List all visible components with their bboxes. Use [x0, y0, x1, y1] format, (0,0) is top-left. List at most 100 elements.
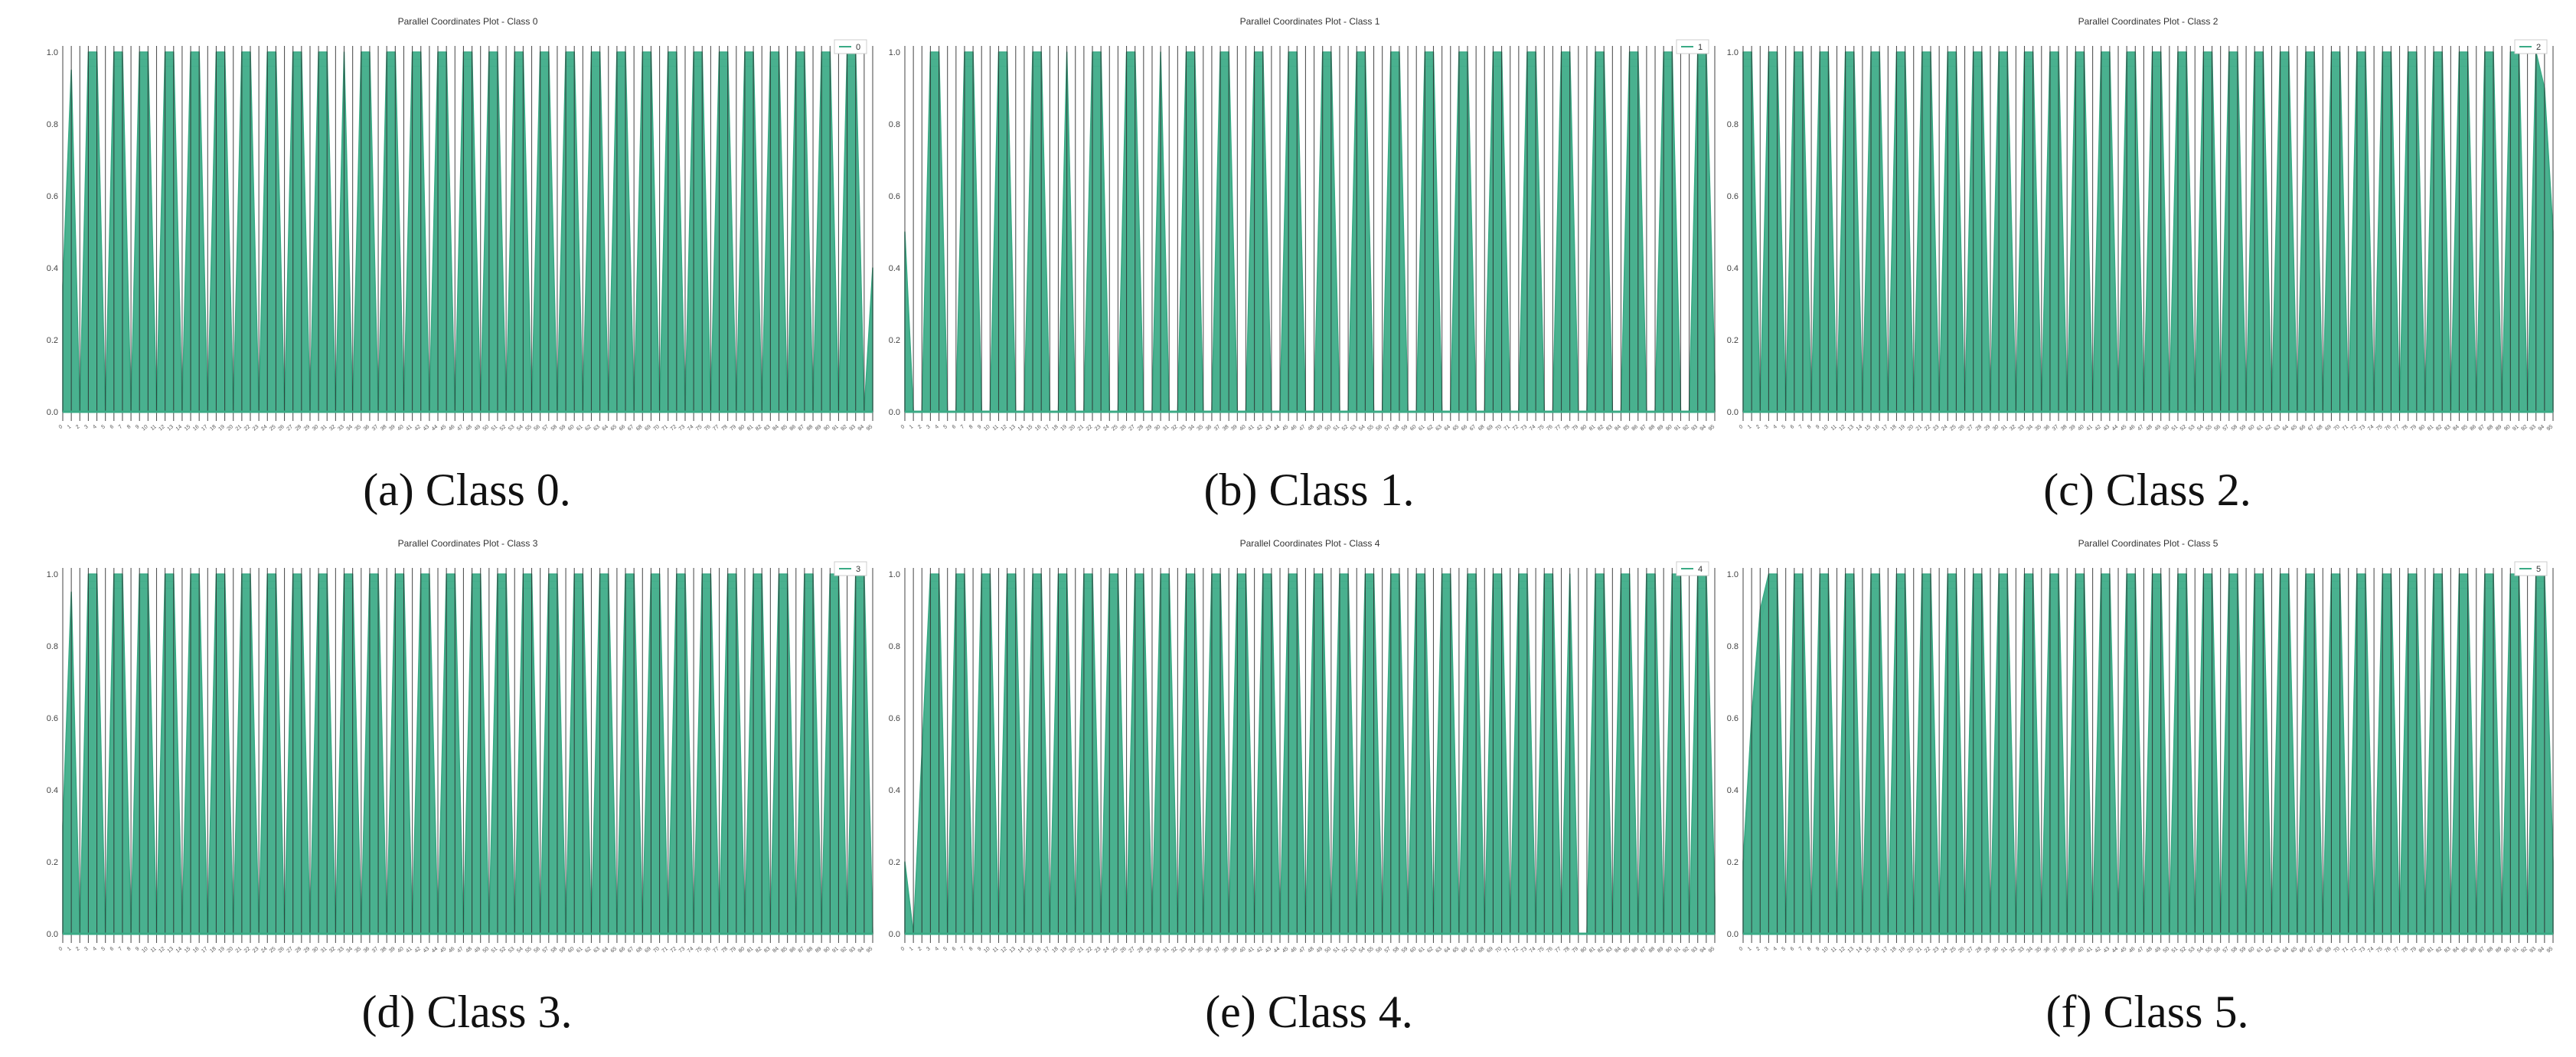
x-tick-label: 61 [1418, 946, 1426, 954]
x-tick-label: 63 [2273, 946, 2281, 954]
x-tick-label: 12 [1838, 946, 1846, 954]
chart-panel-class-0: Parallel Coordinates Plot - Class 0 0.0 0.… [46, 6, 888, 513]
x-tick-label: 7 [1798, 946, 1804, 952]
x-tick-label: 20 [227, 946, 235, 954]
x-tick-label: 43 [1265, 946, 1273, 954]
x-tick-label: 23 [252, 946, 260, 954]
x-tick-label: 85 [780, 424, 788, 432]
x-tick-label: 41 [405, 946, 413, 954]
series-line [62, 588, 873, 935]
x-tick-label: 77 [712, 946, 720, 954]
x-tick-label: 34 [2026, 424, 2034, 432]
x-tick-label: 10 [141, 424, 149, 432]
x-tick-label: 64 [602, 946, 610, 954]
x-tick-label: 48 [465, 946, 473, 954]
x-tick-label: 5 [100, 424, 106, 430]
x-tick-label: 0 [900, 946, 906, 952]
x-tick-label: 91 [1673, 424, 1682, 432]
x-tick-label: 55 [2205, 424, 2213, 432]
x-tick-label: 30 [312, 946, 320, 954]
x-tick-label: 83 [763, 946, 772, 954]
x-tick-label: 60 [2248, 424, 2256, 432]
x-tick-label: 5 [1781, 946, 1787, 952]
x-tick-label: 40 [2077, 424, 2085, 432]
x-tick-label: 62 [584, 424, 593, 432]
x-tick-label: 4 [1772, 946, 1778, 952]
x-tick-label: 68 [635, 424, 644, 432]
x-tick-label: 52 [2179, 946, 2188, 954]
x-tick-label: 56 [533, 946, 541, 954]
x-tick-label: 82 [2435, 946, 2444, 954]
x-tick-label: 84 [2452, 946, 2460, 954]
x-tick-label: 12 [1000, 424, 1008, 432]
x-tick-label: 26 [1119, 424, 1128, 432]
x-tick-label: 83 [763, 424, 772, 432]
x-tick-label: 33 [2017, 424, 2026, 432]
x-tick-label: 71 [2342, 424, 2350, 432]
x-tick-label: 58 [2231, 946, 2239, 954]
x-tick-label: 83 [1605, 424, 1614, 432]
x-tick-label: 23 [1932, 946, 1941, 954]
x-tick-label: 58 [1392, 424, 1401, 432]
legend-label: 5 [2536, 565, 2541, 574]
x-tick-label: 47 [2137, 946, 2145, 954]
x-tick-label: 32 [328, 946, 337, 954]
series-line [1742, 588, 2554, 935]
x-tick-label: 25 [1949, 946, 1957, 954]
x-tick-label: 17 [1043, 946, 1051, 954]
x-tick-label: 34 [345, 424, 354, 432]
x-tick-label: 22 [1086, 424, 1094, 432]
x-tick-label: 48 [2145, 424, 2153, 432]
series-line [62, 51, 873, 413]
x-tick-label: 66 [619, 424, 627, 432]
x-tick-label: 54 [516, 946, 524, 954]
x-tick-label: 41 [1247, 424, 1255, 432]
y-tick-label: 0.0 [47, 930, 58, 939]
x-tick-label: 38 [1222, 424, 1230, 432]
series-line [1742, 573, 2554, 935]
x-tick-label: 22 [1924, 424, 1932, 432]
y-tick-label: 0.0 [47, 408, 58, 417]
x-tick-label: 42 [1256, 946, 1265, 954]
x-tick-label: 57 [542, 424, 550, 432]
x-tick-label: 86 [2470, 424, 2478, 432]
figure-caption: (c) Class 2. [2043, 465, 2251, 515]
x-tick-label: 8 [126, 946, 132, 952]
x-tick-label: 23 [1094, 946, 1102, 954]
y-tick-label: 0.2 [1727, 858, 1739, 867]
x-tick-label: 19 [1898, 946, 1906, 954]
y-tick-label: 0.8 [889, 120, 900, 129]
x-tick-label: 29 [303, 946, 312, 954]
x-tick-label: 49 [1316, 946, 1324, 954]
x-tick-label: 21 [235, 946, 243, 954]
x-tick-label: 78 [1562, 424, 1571, 432]
x-tick-label: 70 [2333, 424, 2341, 432]
x-tick-label: 34 [2026, 946, 2034, 954]
x-tick-label: 67 [1469, 424, 1477, 432]
x-tick-label: 71 [661, 946, 670, 954]
x-tick-label: 45 [2120, 946, 2128, 954]
x-tick-label: 69 [2324, 946, 2333, 954]
chart-title: Parallel Coordinates Plot - Class 5 [2078, 538, 2218, 549]
x-tick-label: 16 [192, 946, 201, 954]
x-tick-label: 66 [2299, 946, 2307, 954]
x-tick-label: 7 [960, 946, 966, 952]
x-tick-label: 18 [1889, 946, 1898, 954]
x-tick-label: 85 [1622, 424, 1631, 432]
x-tick-label: 80 [738, 424, 746, 432]
x-tick-label: 1 [909, 424, 915, 430]
x-tick-label: 44 [431, 946, 439, 954]
x-tick-label: 56 [533, 424, 541, 432]
x-tick-label: 20 [1907, 424, 1915, 432]
x-tick-label: 13 [1009, 424, 1017, 432]
x-tick-label: 35 [354, 424, 363, 432]
x-tick-label: 79 [2410, 424, 2418, 432]
x-tick-label: 28 [1975, 424, 1983, 432]
x-tick-label: 43 [423, 424, 431, 432]
x-tick-label: 30 [1154, 946, 1162, 954]
x-tick-label: 95 [1708, 424, 1716, 432]
parallel-coordinates-plot: Parallel Coordinates Plot - Class 0 0.0 0.… [47, 16, 874, 432]
figure-caption: (e) Class 4. [1205, 987, 1413, 1037]
x-tick-label: 87 [2478, 424, 2486, 432]
x-tick-label: 36 [1205, 424, 1213, 432]
